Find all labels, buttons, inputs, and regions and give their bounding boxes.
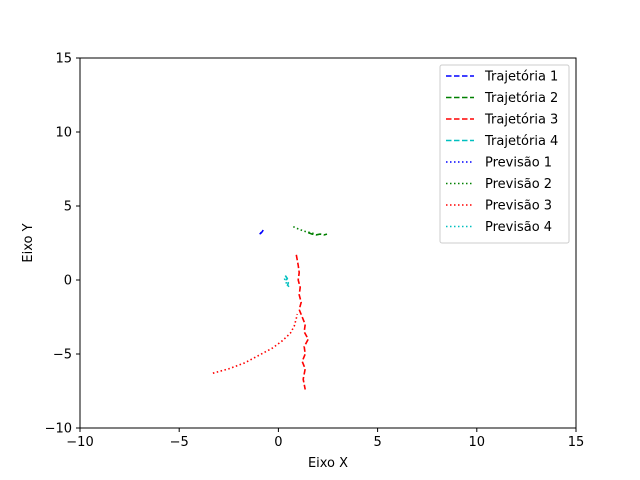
legend-entry: Trajetória 4 bbox=[484, 134, 558, 149]
x-tick-label: 5 bbox=[373, 435, 381, 450]
x-tick-label: 10 bbox=[469, 435, 486, 450]
y-axis: −10 −5 0 5 10 15 bbox=[45, 52, 80, 437]
series-line-7 bbox=[212, 313, 298, 374]
y-tick-label: 10 bbox=[55, 126, 72, 141]
legend-entry: Trajetória 3 bbox=[484, 113, 558, 128]
y-tick-label: 15 bbox=[55, 52, 72, 67]
x-tick-label: 0 bbox=[274, 435, 282, 450]
series-line-3 bbox=[295, 254, 310, 390]
x-tick-label: −10 bbox=[66, 435, 93, 450]
legend: Trajetória 1 Trajetória 2 Trajetória 3 Traj… bbox=[439, 64, 570, 244]
y-tick-label: 5 bbox=[64, 200, 72, 215]
y-tick-label: 0 bbox=[64, 274, 72, 289]
x-axis-label: Eixo X bbox=[308, 456, 348, 471]
plot-frame bbox=[79, 57, 577, 429]
x-axis: −10 −5 0 5 10 15 bbox=[66, 428, 584, 450]
y-tick-label: −5 bbox=[53, 348, 72, 363]
y-tick-label: −10 bbox=[45, 422, 72, 437]
legend-entry: Previsão 2 bbox=[485, 177, 552, 192]
legend-entry: Previsão 3 bbox=[485, 199, 552, 214]
series-layer bbox=[212, 225, 328, 390]
series-line-2 bbox=[307, 231, 328, 236]
legend-entry: Previsão 1 bbox=[485, 156, 552, 171]
legend-entry: Trajetória 1 bbox=[484, 70, 558, 85]
legend-box bbox=[439, 64, 570, 244]
series-line-4 bbox=[284, 275, 290, 287]
series-line-5 bbox=[259, 229, 264, 234]
x-tick-label: 15 bbox=[568, 435, 585, 450]
legend-entry: Trajetória 2 bbox=[484, 91, 558, 106]
legend-entry: Previsão 4 bbox=[485, 220, 552, 235]
y-axis-label: Eixo Y bbox=[21, 223, 36, 262]
x-tick-label: −5 bbox=[170, 435, 189, 450]
